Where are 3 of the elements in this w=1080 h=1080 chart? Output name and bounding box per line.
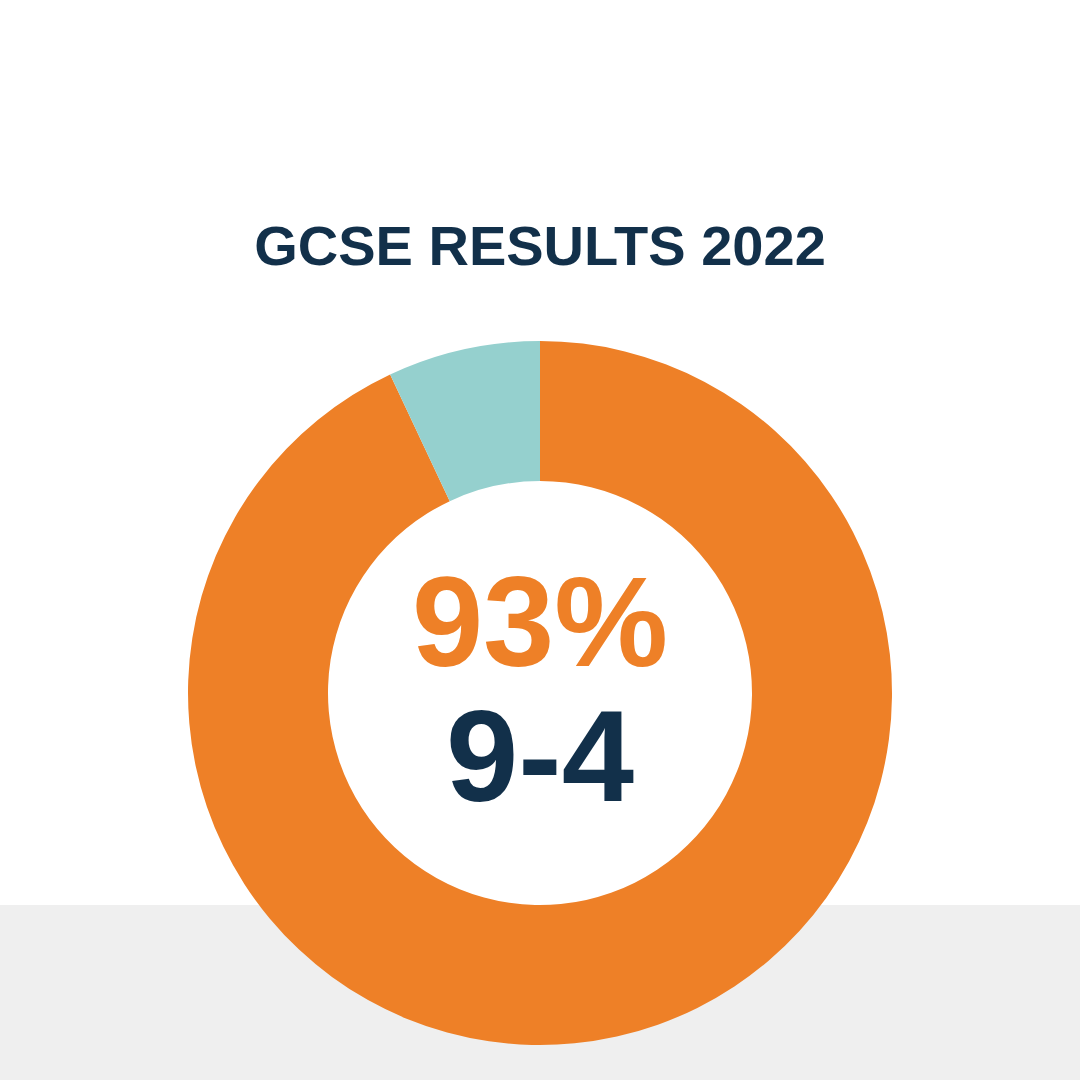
donut-slice [188,341,892,1045]
donut-slice [390,341,540,502]
chart-title: GCSE RESULTS 2022 [254,214,826,277]
